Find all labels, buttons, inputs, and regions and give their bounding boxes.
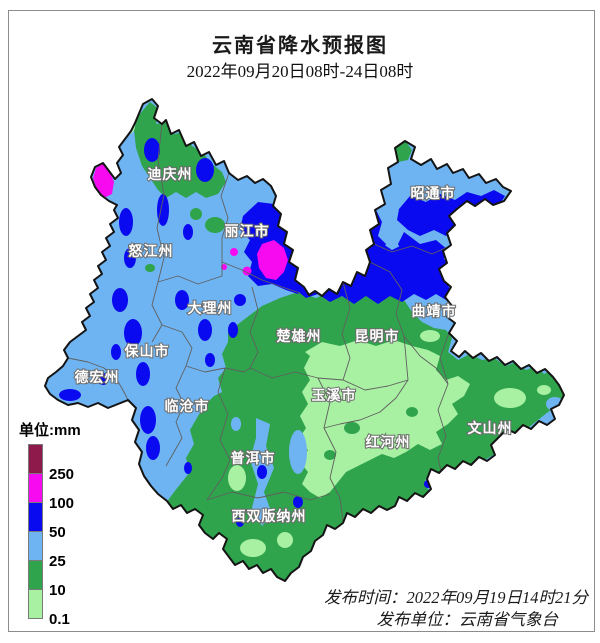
region-label-honghe: 红河州 [366,434,411,450]
legend-value-100: 100 [49,495,75,512]
legend-swatch-10 [28,560,43,590]
legend-value-25: 25 [49,553,66,570]
legend-swatch-100 [28,473,43,503]
province-outline [44,98,565,582]
prefecture-boundaries [67,123,451,522]
region-label-nujiang: 怒江州 [129,243,174,259]
region-label-kunming: 昆明市 [355,328,400,344]
region-label-chuxiong: 楚雄州 [276,328,322,344]
legend-row-10: 10 [28,560,66,599]
region-label-dali: 大理州 [188,300,233,316]
legend-swatch-250 [28,444,43,474]
region-label-zhaotong: 昭通市 [411,185,456,201]
legend-unit-label: 单位:mm [19,422,81,439]
footer-publish-unit: 发布单位：云南省气象台 [376,610,559,629]
region-label-lincang: 临沧市 [165,398,210,414]
region-label-baoshan: 保山市 [124,343,170,359]
legend-value-250: 250 [49,466,75,483]
legend-value-50: 50 [49,524,66,541]
legend-row-50: 50 [28,502,66,541]
legend-swatch-0-1 [28,589,43,619]
map-subtitle: 2022年09月20日08时-24日08时 [186,62,414,81]
precipitation-bands [59,102,564,581]
region-label-qujing: 曲靖市 [412,303,457,319]
region-label-dehong: 德宏州 [75,369,120,385]
region-label-xishuangbanna: 西双版纳州 [232,508,307,524]
legend-row-0-1: 0.1 [28,589,70,628]
region-label-lijiang: 丽江市 [225,223,270,239]
legend-row-250: 250 [28,444,74,483]
map-title: 云南省降水预报图 [212,35,388,57]
region-label-puer: 普洱市 [231,450,276,466]
region-label-diqing: 迪庆州 [148,166,193,182]
legend-value-0-1: 0.1 [49,611,70,628]
legend-swatch-25 [28,531,43,561]
legend-row-25: 25 [28,531,66,570]
legend: 单位:mm 250 100 50 25 10 0.1 [19,419,81,628]
region-label-wenshan: 文山州 [468,420,513,436]
legend-row-100: 100 [28,473,74,512]
region-labels: 迪庆州 怒江州 丽江市 昭通市 大理州 保山市 德宏州 临沧市 楚雄州 昆明市 … [74,165,513,525]
footer-publish-time: 发布时间：2022年09月19日14时21分 [324,588,588,607]
legend-value-10: 10 [49,582,66,599]
region-label-yuxi: 玉溪市 [312,387,357,403]
legend-swatch-50 [28,502,43,532]
legend-color-bar: 250 100 50 25 10 0.1 [28,444,74,628]
